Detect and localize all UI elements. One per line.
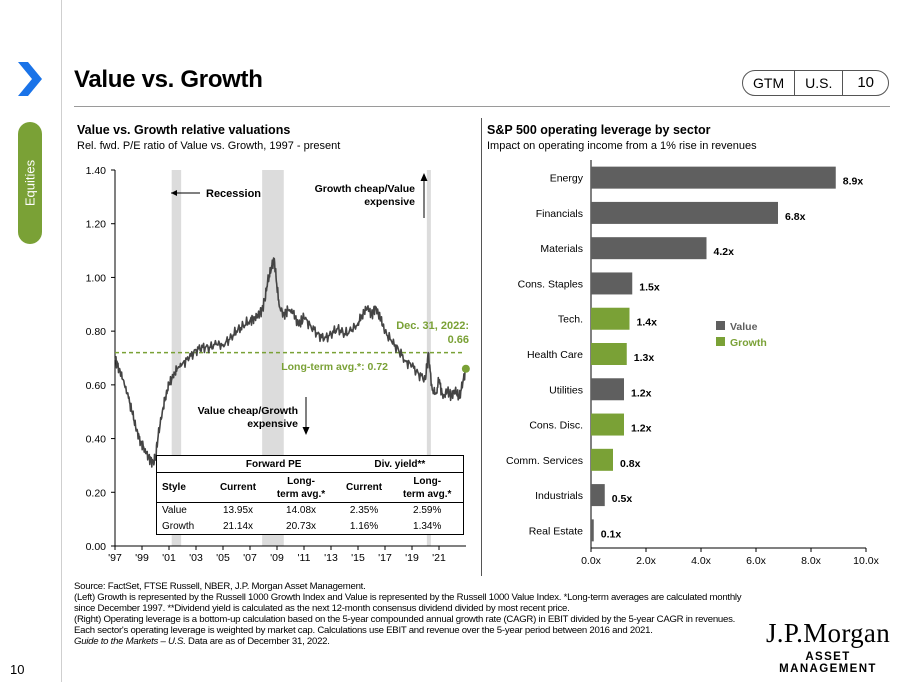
table-group-blank <box>156 455 211 473</box>
y-tick-label: 0.20 <box>86 487 107 499</box>
y-tick-label: 1.40 <box>86 165 107 177</box>
x-tick-label: '17 <box>378 552 392 564</box>
guide-title: Guide to the Markets – U.S. <box>74 636 186 647</box>
left-sidebar: Equities 10 <box>0 0 62 682</box>
tag-page: 10 <box>842 71 888 95</box>
recession-label: Recession <box>206 188 261 200</box>
tag-gtm: GTM <box>753 75 785 91</box>
gtm-tags: GTM U.S. 10 <box>742 70 890 96</box>
row-style: Growth <box>162 520 195 532</box>
valuation-table: Forward PE Div. yield** Style Current Lo… <box>156 455 464 535</box>
y-tick-label: 0.40 <box>86 434 107 446</box>
logo-sub: ASSET MANAGEMENT <box>779 651 877 675</box>
x-tick-label: '19 <box>405 552 419 564</box>
x-tick-label: '99 <box>135 552 149 564</box>
left-chart-subtitle: Rel. fwd. P/E ratio of Value vs. Growth,… <box>77 140 341 152</box>
tag-region: U.S. <box>794 71 842 95</box>
cell: 21.14x <box>222 520 254 532</box>
growth-cheap-label-1: Growth cheap/Value <box>315 183 416 195</box>
latest-label-1: Dec. 31, 2022: <box>396 320 469 332</box>
chart-divider <box>481 118 482 576</box>
growth-cheap-label-2: expensive <box>364 196 415 208</box>
x-tick-label: '01 <box>162 552 176 564</box>
y-tick-label: 0.00 <box>86 541 107 553</box>
x-tick-label: '09 <box>270 552 284 564</box>
x-tick-label: '07 <box>243 552 257 564</box>
table-group-forward-pe: Forward PE <box>210 455 337 473</box>
value-cheap-arrowhead <box>302 427 310 435</box>
cell: 14.08x <box>286 505 317 517</box>
section-tab-equities[interactable]: Equities <box>18 122 42 244</box>
growth-cheap-arrowhead <box>420 173 428 181</box>
table-row: Value 13.95x 14.08x 2.35% 2.59% <box>157 503 464 519</box>
y-tick-label: 1.00 <box>86 272 107 284</box>
value-cheap-label-1: Value cheap/Growth <box>198 405 298 417</box>
page-title: Value vs. Growth <box>74 66 263 93</box>
left-chart-title: Value vs. Growth relative valuations <box>77 123 291 137</box>
cell: 20.73x <box>286 520 317 532</box>
source-notes: Source: FactSet, FTSE Russell, NBER, J.P… <box>74 581 754 647</box>
series-line-relative-pe <box>114 257 467 468</box>
recession-band-1 <box>262 170 284 546</box>
x-tick-label: '97 <box>108 552 122 564</box>
row-style: Value <box>162 505 187 517</box>
cell: 2.35% <box>349 505 379 517</box>
recession-arrowhead <box>171 190 177 196</box>
x-tick-labels: '97 '99 '01 '03 '05 '07 '09 '11 '13 '15 '17 '19 '21 <box>108 546 446 564</box>
table-group-div-yield: Div. yield** <box>336 455 464 473</box>
chevron-right-icon[interactable] <box>14 60 44 98</box>
y-tick-labels: 0.00 0.20 0.40 0.60 0.80 1.00 1.20 1.40 <box>86 165 115 553</box>
y-tick-label: 1.20 <box>86 219 107 231</box>
col-dy-current: Current <box>336 472 392 503</box>
note-left: (Left) Growth is represented by the Russ… <box>74 592 742 614</box>
x-tick-label: '13 <box>324 552 338 564</box>
right-chart-subtitle: Impact on operating income from a 1% ris… <box>487 140 757 152</box>
cell: 1.16% <box>349 520 379 532</box>
cell: 2.59% <box>413 505 442 517</box>
as-of-date: Data are as of December 31, 2022. <box>185 636 330 647</box>
source-line: Source: FactSet, FTSE Russell, NBER, J.P… <box>74 581 366 592</box>
recession-band-0 <box>171 170 182 546</box>
y-tick-label: 0.80 <box>86 326 107 338</box>
logo-main: J.P.Morgan <box>765 618 891 648</box>
average-label: Long-term avg.*: 0.72 <box>281 361 388 373</box>
x-tick-label: '11 <box>298 552 311 564</box>
note-right: (Right) Operating leverage is a bottom-u… <box>74 614 736 636</box>
right-chart-title: S&P 500 operating leverage by sector <box>487 123 711 137</box>
x-tick-label: '15 <box>351 552 365 564</box>
title-divider <box>74 106 890 107</box>
col-pe-longterm: Long-term avg.* <box>265 472 337 503</box>
x-tick-label: '21 <box>432 552 446 564</box>
latest-label-2: 0.66 <box>448 334 469 346</box>
y-tick-label: 0.60 <box>86 380 107 392</box>
page-number: 10 <box>10 662 25 677</box>
x-tick-label: '03 <box>189 552 203 564</box>
table-row: Growth 21.14x 20.73x 1.16% 1.34% <box>157 519 464 535</box>
jpmorgan-logo: J.P.Morgan ASSET MANAGEMENT <box>764 618 892 675</box>
col-pe-current: Current <box>210 472 266 503</box>
value-cheap-label-2: expensive <box>247 418 298 430</box>
latest-value-point <box>461 364 470 373</box>
guide-line: Guide to the Markets – U.S. Data are as … <box>74 636 754 647</box>
cell: 13.95x <box>222 505 254 517</box>
x-tick-label: '05 <box>216 552 230 564</box>
col-dy-longterm: Long-term avg.* <box>391 472 464 503</box>
cell: 1.34% <box>413 520 442 532</box>
col-style: Style <box>156 472 211 503</box>
